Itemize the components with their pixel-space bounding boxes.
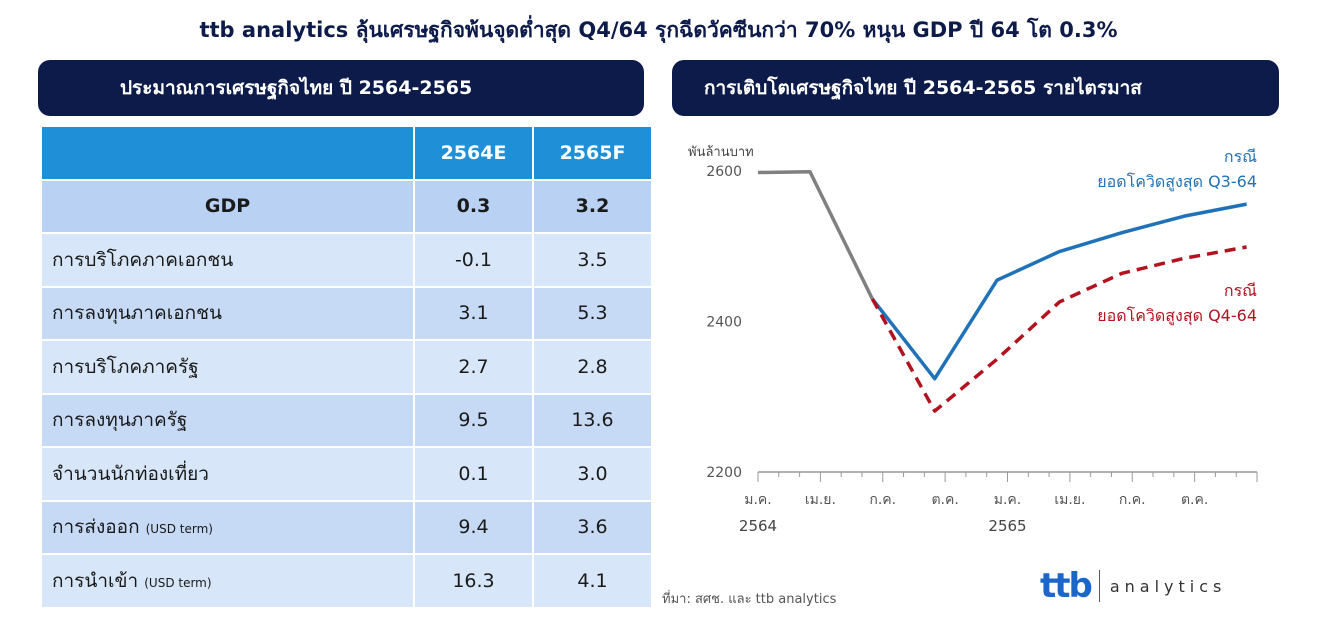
table-row: การนำเข้า (USD term) 16.3 4.1 (40, 553, 653, 609)
table-row: การบริโภคภาครัฐ 2.7 2.8 (40, 339, 653, 395)
row-label: จำนวนนักท่องเที่ยว (40, 446, 415, 502)
row-label-text: การส่งออก (52, 516, 140, 539)
table-row: การบริโภคภาคเอกชน -0.1 3.5 (40, 232, 653, 288)
cell-v2564: 3.1 (413, 285, 534, 341)
growth-panel-header: การเติบโตเศรษฐกิจไทย ปี 2564-2565 รายไตร… (672, 60, 1279, 116)
y-axis-unit-label: พันล้านบาท (688, 145, 754, 160)
row-label-text: การลงทุนภาครัฐ (52, 409, 188, 432)
series-label: ยอดโควิดสูงสุด Q3-64 (1097, 172, 1257, 192)
series-line-0 (757, 170, 874, 300)
series-line-1 (870, 202, 1247, 381)
x-tick-label: ต.ค. (931, 492, 958, 508)
row-label-text: การบริโภคภาครัฐ (52, 355, 199, 378)
table-row: GDP 0.3 3.2 (40, 178, 653, 234)
growth-line-chart: พันล้านบาท 2200 2400 2600 ม.ค. เม.ย. ก.ค. ต.ค. ม… (688, 145, 1258, 535)
x-tick-label: เม.ย. (805, 492, 836, 508)
forecast-table: 2564E 2565F GDP 0.3 3.2 การบริโภคภาคเอกชน -0… (40, 125, 653, 609)
column-header-2564e: 2564E (413, 125, 534, 181)
row-label: การนำเข้า (USD term) (40, 553, 415, 609)
row-label-note: (USD term) (145, 522, 213, 537)
row-label: การส่งออก (USD term) (40, 499, 415, 555)
cell-v2565: 3.6 (532, 499, 653, 555)
page-title: ttb analytics ลุ้นเศรษฐกิจพ้นจุดต่ำสุด Q… (199, 18, 1118, 42)
table-row: การส่งออก (USD term) 9.4 3.6 (40, 499, 653, 555)
row-label-text: GDP (204, 195, 251, 218)
row-label-text: การบริโภคภาคเอกชน (52, 248, 234, 271)
y-tick-label: 2200 (706, 465, 742, 481)
series-line-2 (870, 245, 1247, 413)
x-tick-label: เม.ย. (1054, 492, 1085, 508)
x-tick-label: ก.ค. (869, 492, 896, 508)
series-label: ยอดโควิดสูงสุด Q4-64 (1097, 306, 1257, 326)
table-row: จำนวนนักท่องเที่ยว 0.1 3.0 (40, 446, 653, 502)
table-row: การลงทุนภาครัฐ 9.5 13.6 (40, 392, 653, 448)
cell-v2565: 13.6 (532, 392, 653, 448)
x-year-label: 2565 (988, 517, 1026, 535)
row-label-text: การลงทุนภาคเอกชน (52, 302, 223, 325)
cell-v2565: 5.3 (532, 285, 653, 341)
cell-v2564: 16.3 (413, 553, 534, 609)
forecast-table-body: GDP 0.3 3.2 การบริโภคภาคเอกชน -0.1 3.5 การลงทุ… (40, 178, 653, 609)
y-tick-label: 2600 (706, 164, 742, 180)
x-tick-label: ก.ค. (1119, 492, 1146, 508)
cell-v2564: 0.1 (413, 446, 534, 502)
cell-v2565: 4.1 (532, 553, 653, 609)
cell-v2564: 2.7 (413, 339, 534, 395)
forecast-panel-header: ประมาณการเศรษฐกิจไทย ปี 2564-2565 (38, 60, 644, 116)
row-label: การบริโภคภาครัฐ (40, 339, 415, 395)
cell-v2564: 9.5 (413, 392, 534, 448)
forecast-panel-title: ประมาณการเศรษฐกิจไทย ปี 2564-2565 (120, 77, 473, 99)
brand-name: analytics (1109, 576, 1227, 596)
row-label-text: การนำเข้า (52, 569, 139, 592)
cell-v2564: 9.4 (413, 499, 534, 555)
source-note: ที่มา: สศช. และ ttb analytics (662, 592, 837, 607)
row-label: GDP (40, 178, 415, 234)
x-tick-label: ม.ค. (994, 492, 1022, 508)
row-label-note: (USD term) (144, 575, 212, 590)
x-tick-label: ม.ค. (744, 492, 772, 508)
cell-v2564: -0.1 (413, 232, 534, 288)
cell-v2565: 3.2 (532, 178, 653, 234)
series-label: กรณี (1224, 147, 1257, 166)
row-label: การลงทุนภาคเอกชน (40, 285, 415, 341)
row-label: การลงทุนภาครัฐ (40, 392, 415, 448)
series-label: กรณี (1224, 281, 1257, 300)
row-label-text: จำนวนนักท่องเที่ยว (52, 462, 209, 485)
x-tick-label: ต.ค. (1181, 492, 1208, 508)
row-label: การบริโภคภาคเอกชน (40, 232, 415, 288)
growth-panel-title: การเติบโตเศรษฐกิจไทย ปี 2564-2565 รายไตร… (704, 77, 1142, 99)
table-row: การลงทุนภาคเอกชน 3.1 5.3 (40, 285, 653, 341)
x-year-label: 2564 (739, 517, 777, 535)
brand-block: ttb analytics (1040, 566, 1226, 606)
brand-logo: ttb (1040, 566, 1093, 606)
column-header-indicator (40, 125, 415, 181)
y-tick-label: 2400 (706, 315, 742, 331)
brand-divider (1098, 570, 1100, 602)
table-header-row: 2564E 2565F (40, 125, 653, 181)
cell-v2565: 3.5 (532, 232, 653, 288)
cell-v2565: 2.8 (532, 339, 653, 395)
column-header-2565f: 2565F (532, 125, 653, 181)
cell-v2565: 3.0 (532, 446, 653, 502)
cell-v2564: 0.3 (413, 178, 534, 234)
